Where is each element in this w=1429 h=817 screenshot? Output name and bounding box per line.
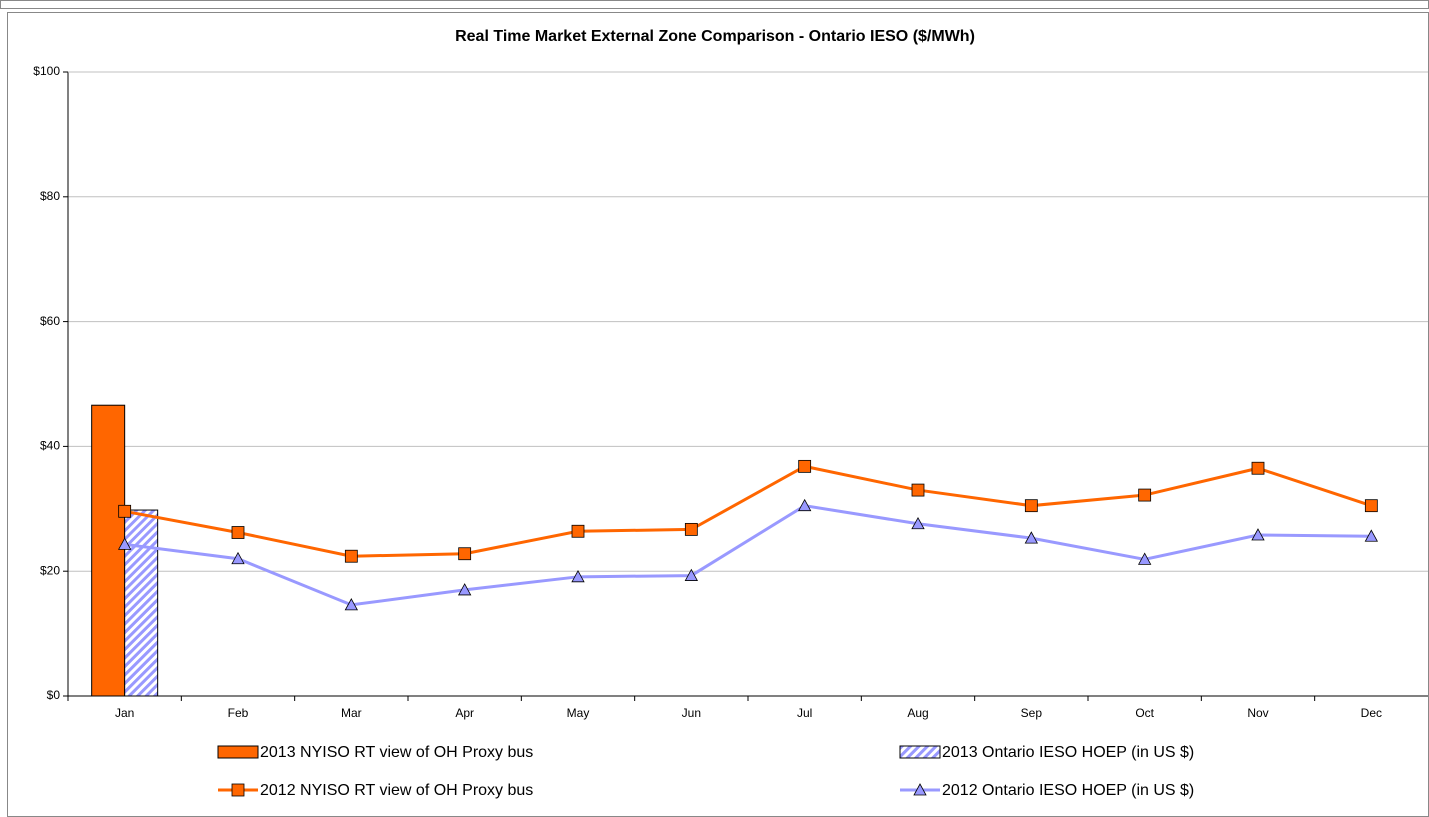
x-tick-label: Feb <box>228 706 249 720</box>
marker <box>1137 552 1152 565</box>
chart-frame <box>7 12 1429 817</box>
marker <box>1251 461 1265 475</box>
top-strip <box>0 0 1429 9</box>
line <box>124 464 1372 558</box>
marker <box>684 568 699 581</box>
legend-label: 2013 Ontario IESO HOEP (in US $) <box>942 744 1194 761</box>
marker <box>1364 499 1378 513</box>
x-tick-label: Nov <box>1247 706 1268 720</box>
marker <box>1024 531 1039 544</box>
y-tick-label: $100 <box>33 64 60 78</box>
legend-marker <box>231 783 245 797</box>
legend-marker <box>913 783 927 796</box>
marker <box>457 583 472 596</box>
y-tick-label: $40 <box>40 439 60 453</box>
marker <box>1251 528 1265 541</box>
legend-label: 2013 NYISO RT view of OH Proxy bus <box>260 744 533 761</box>
marker <box>1024 499 1038 513</box>
legend-label: 2012 Ontario IESO HOEP (in US $) <box>942 782 1194 799</box>
y-tick-label: $20 <box>40 563 60 577</box>
x-tick-label: Dec <box>1361 706 1382 720</box>
marker <box>344 549 358 563</box>
bar <box>91 404 126 697</box>
x-tick-label: Jul <box>797 706 812 720</box>
marker <box>118 504 132 518</box>
x-tick-label: Mar <box>341 706 362 720</box>
x-tick-label: Oct <box>1135 706 1154 720</box>
marker <box>911 483 925 497</box>
chart-title: Real Time Market External Zone Compariso… <box>455 28 975 45</box>
marker <box>117 537 132 550</box>
marker <box>1364 529 1379 542</box>
y-tick-label: $60 <box>40 314 60 328</box>
marker <box>798 459 812 473</box>
marker <box>797 498 812 512</box>
legend-label: 2012 NYISO RT view of OH Proxy bus <box>260 782 533 799</box>
marker <box>911 516 925 530</box>
x-tick-label: Jun <box>682 706 701 720</box>
marker <box>1138 488 1152 502</box>
marker <box>571 524 585 538</box>
y-tick-label: $0 <box>47 688 61 702</box>
marker <box>684 522 698 536</box>
marker <box>458 547 472 561</box>
x-tick-label: Aug <box>907 706 928 720</box>
x-tick-label: Jan <box>115 706 134 720</box>
marker <box>571 569 585 583</box>
x-tick-label: May <box>567 706 590 720</box>
legend-swatch <box>899 745 941 759</box>
y-tick-label: $80 <box>40 189 60 203</box>
marker <box>231 526 245 539</box>
x-tick-label: Apr <box>455 706 474 720</box>
bar <box>124 509 159 697</box>
line <box>124 504 1372 607</box>
marker <box>344 598 359 611</box>
marker <box>231 551 245 565</box>
legend-swatch <box>217 745 259 759</box>
x-tick-label: Sep <box>1021 706 1043 720</box>
